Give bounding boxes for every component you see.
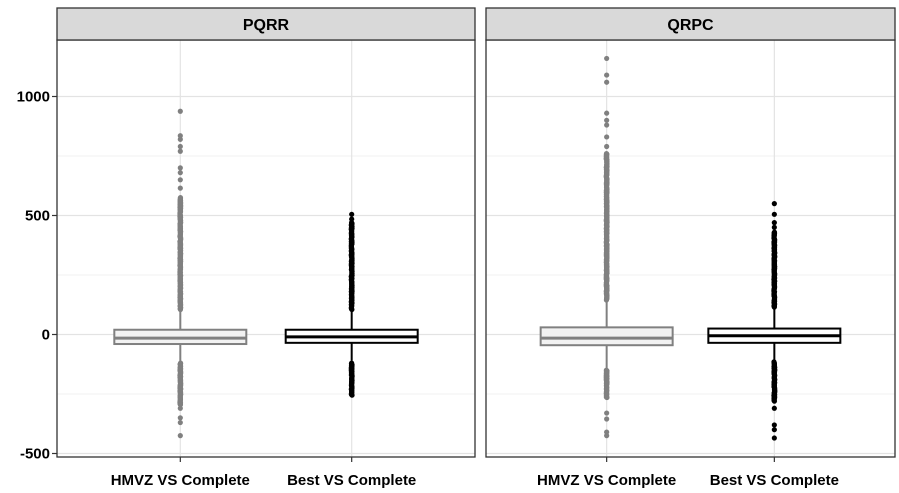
y-tick-label: 0: [42, 327, 50, 344]
box-best: [707, 201, 842, 441]
outlier-point: [349, 211, 355, 217]
outlier-point: [771, 405, 777, 411]
outlier-point: [177, 170, 183, 176]
panel-background: [57, 40, 475, 457]
outlier-point: [771, 224, 777, 230]
outlier-point: [604, 433, 610, 439]
outlier-point: [177, 148, 183, 154]
outlier-point: [177, 415, 183, 421]
outlier-point: [771, 211, 777, 217]
outlier-point: [177, 133, 183, 139]
outlier-point: [604, 429, 610, 435]
outlier-point: [177, 165, 183, 171]
y-tick-label: -500: [20, 446, 50, 463]
outlier-point: [177, 136, 183, 142]
outlier-point: [349, 360, 355, 366]
outlier-point: [177, 195, 184, 201]
outlier-point: [603, 151, 610, 157]
box-hmvz: [539, 55, 674, 439]
outlier-point: [177, 143, 183, 150]
outlier-point: [604, 72, 610, 78]
panel-qrpc: HMVZ VS Complete Best VS Complete QRPC: [485, 7, 896, 489]
outlier-point: [177, 360, 184, 366]
outlier-point: [771, 435, 777, 441]
outlier-point: [604, 55, 610, 62]
outlier-point: [604, 79, 610, 85]
strip-label: PQRR: [243, 17, 290, 34]
outlier-point: [177, 108, 183, 114]
y-tick-label: 500: [25, 208, 50, 225]
outlier-point: [177, 185, 183, 191]
strip-background: [485, 7, 896, 41]
strip-background: [56, 7, 476, 41]
outlier-point: [771, 201, 777, 207]
outlier-point: [177, 405, 183, 411]
outlier-point: [604, 410, 610, 416]
outlier-point: [771, 422, 777, 428]
box-iqr: [539, 326, 674, 347]
panel-background: [486, 40, 895, 457]
outlier-point: [603, 367, 609, 373]
outlier-point: [177, 419, 183, 426]
outlier-point: [771, 359, 777, 365]
outlier-point: [771, 229, 778, 235]
outlier-point: [177, 177, 183, 183]
outlier-point: [604, 143, 610, 150]
outlier-point: [604, 110, 610, 116]
y-tick-label: 1000: [17, 89, 50, 106]
outlier-point: [604, 122, 610, 128]
outlier-point: [604, 117, 610, 123]
x-tick-label: Best VS Complete: [710, 472, 839, 489]
outlier-point: [604, 416, 610, 422]
panel-pqrr: HMVZ VS Complete Best VS Complete PQRR: [56, 7, 476, 489]
x-tick-label: HMVZ VS Complete: [111, 472, 250, 489]
strip-label: QRPC: [667, 17, 714, 34]
box-hmvz: [113, 108, 248, 439]
x-tick-label: Best VS Complete: [287, 472, 416, 489]
outlier-point: [349, 216, 355, 222]
outlier-point: [771, 220, 777, 226]
box-best: [284, 211, 419, 398]
outlier-point: [604, 134, 610, 140]
x-tick-label: HMVZ VS Complete: [537, 472, 676, 489]
outlier-point: [771, 427, 777, 433]
outlier-point: [177, 433, 183, 439]
